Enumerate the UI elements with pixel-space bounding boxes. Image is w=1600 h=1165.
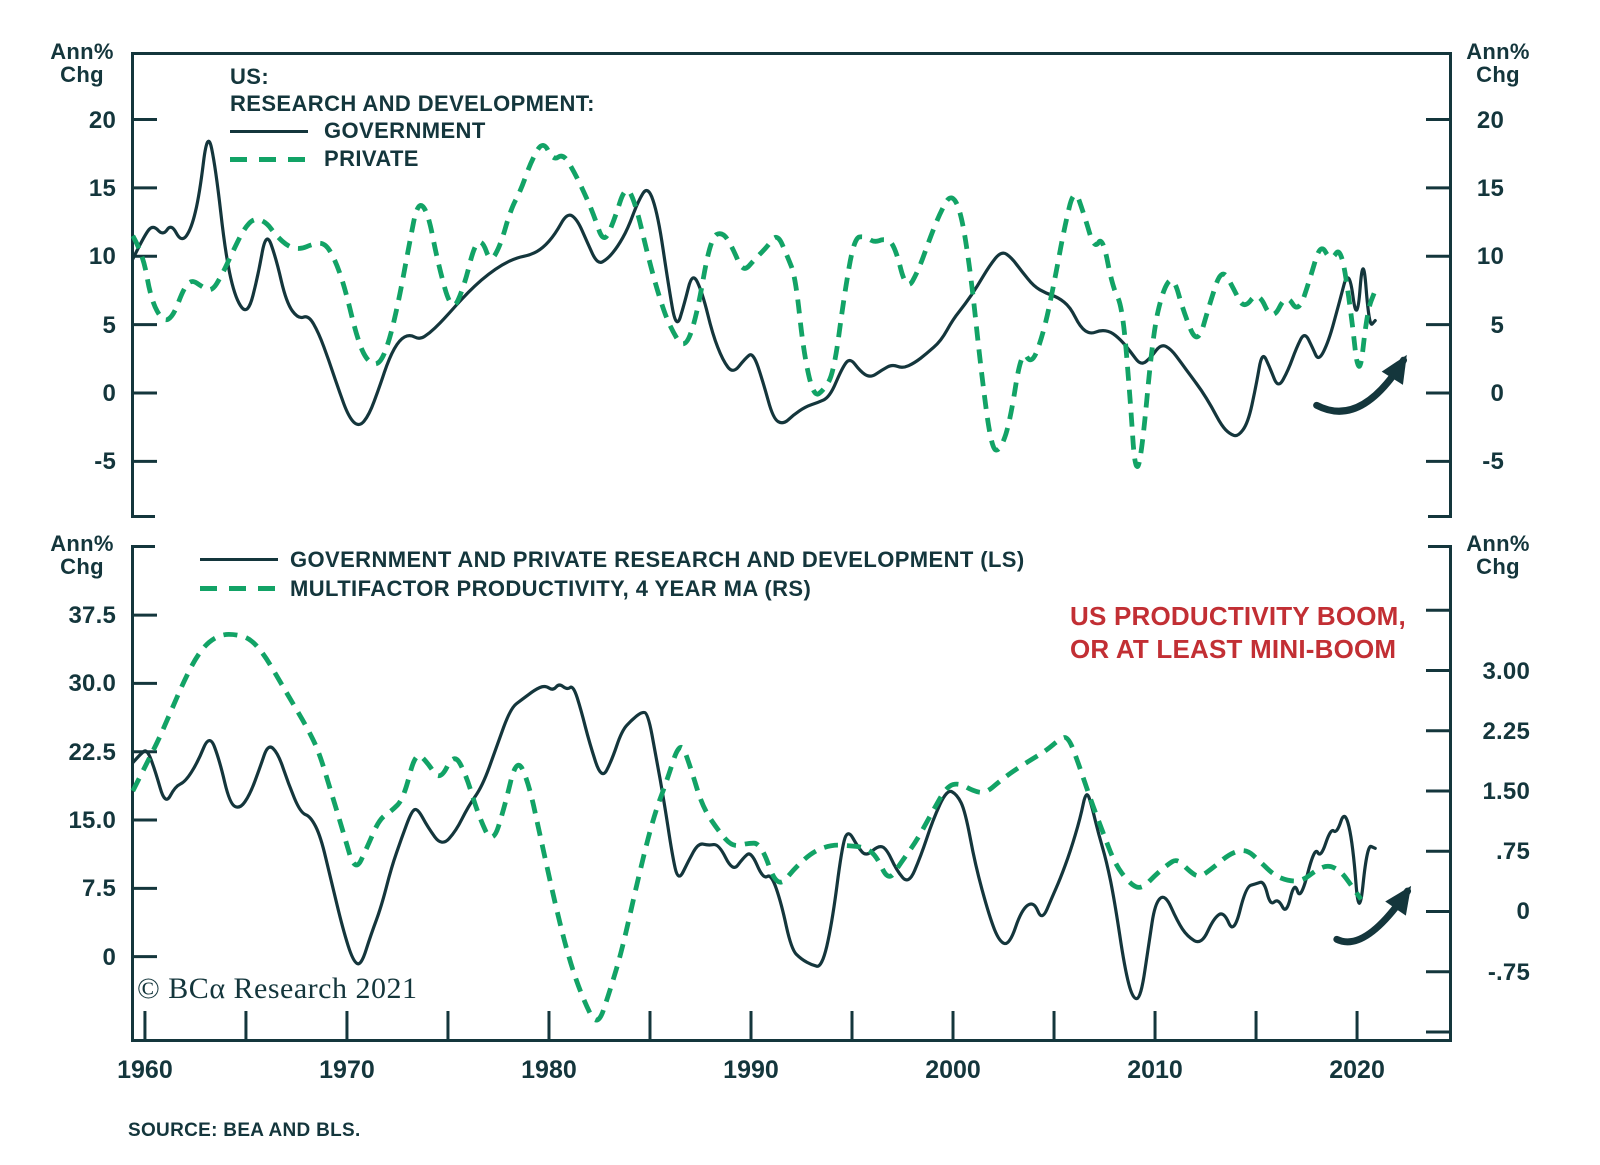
rd-total-line [131,683,1377,1001]
legend-item-mfp: MULTIFACTOR PRODUCTIVITY, 4 YEAR MA (RS) [200,574,1025,603]
y-tick-label-right: 0 [1516,898,1530,926]
axis-unit-line: Chg [1476,62,1520,87]
trend-arrow [1313,354,1408,415]
y-tick-label-left: 10 [88,243,116,271]
legend-item-private: PRIVATE [230,145,595,173]
annotation-line: OR AT LEAST MINI-BOOM [1070,634,1397,664]
annotation-line: US PRODUCTIVITY BOOM, [1070,601,1406,631]
bottom-panel-chart [130,545,1452,1042]
x-tick-label: 1980 [521,1056,577,1084]
y-tick-label-right: 0 [1490,380,1504,408]
solid-line-swatch [200,558,278,561]
bottom-right-axis-unit: Ann% Chg [1460,532,1536,578]
y-tick-label-right: .75 [1496,838,1530,866]
bottom-legend: GOVERNMENT AND PRIVATE RESEARCH AND DEVE… [200,545,1025,603]
private-line [130,143,1378,469]
dashed-line-swatch [200,586,278,591]
x-tick-label: 1960 [117,1056,173,1084]
top-legend: US: RESEARCH AND DEVELOPMENT: GOVERNMENT… [230,63,595,173]
y-tick-label-right: 1.50 [1482,777,1530,805]
source-note: SOURCE: BEA AND BLS. [128,1120,361,1141]
top-legend-subtitle: RESEARCH AND DEVELOPMENT: [230,91,595,116]
y-tick-label-right: 20 [1476,106,1504,134]
government-line [131,139,1377,438]
y-tick-label-left: 0 [102,380,116,408]
y-tick-label-right: 10 [1476,243,1504,271]
dashed-line-swatch [230,156,308,162]
x-tick-label: 2020 [1329,1056,1385,1084]
productivity-boom-annotation: US PRODUCTIVITY BOOM, OR AT LEAST MINI-B… [1070,600,1406,666]
trend-arrow [1333,885,1412,946]
x-tick-label: 1990 [723,1056,779,1084]
axis-unit-line: Chg [60,62,104,87]
y-tick-label-right: 5 [1490,311,1504,339]
y-tick-label-left: 20 [88,106,116,134]
y-tick-label-left: 30.0 [68,670,116,698]
top-left-axis-unit: Ann% Chg [44,40,120,86]
y-tick-label-left: 7.5 [82,875,116,903]
legend-label: GOVERNMENT [324,118,486,143]
top-right-axis-unit: Ann% Chg [1460,40,1536,86]
y-tick-label-right: 15 [1476,174,1504,202]
y-tick-label-left: 15.0 [68,807,116,835]
axis-unit-line: Ann% [1466,39,1530,64]
top-panel-chart [130,52,1452,518]
y-tick-label-left: 37.5 [68,602,116,630]
bca-research-copyright: © BCα Research 2021 [137,972,418,1005]
legend-item-rd-total: GOVERNMENT AND PRIVATE RESEARCH AND DEVE… [200,545,1025,574]
axis-unit-line: Ann% [50,531,114,556]
x-tick-label: 2000 [925,1056,981,1084]
legend-item-government: GOVERNMENT [230,117,595,145]
y-tick-label-left: 15 [88,174,116,202]
legend-label: PRIVATE [324,146,419,171]
axis-unit-line: Ann% [1466,531,1530,556]
axis-unit-line: Ann% [50,39,114,64]
y-tick-label-right: -5 [1482,448,1504,476]
y-tick-label-left: 22.5 [68,738,116,766]
multifactor-productivity-line [130,632,1364,1023]
bottom-left-axis-unit: Ann% Chg [44,532,120,578]
axis-unit-line: Chg [60,554,104,579]
axis-unit-line: Chg [1476,554,1520,579]
y-tick-label-left: 0 [102,943,116,971]
x-tick-label: 1970 [319,1056,375,1084]
x-tick-label: 2010 [1127,1056,1183,1084]
top-legend-title: US: [230,64,270,89]
legend-label: GOVERNMENT AND PRIVATE RESEARCH AND DEVE… [290,546,1025,572]
y-tick-label-right: 3.00 [1482,657,1530,685]
y-tick-label-left: -5 [94,448,116,476]
solid-line-swatch [230,129,308,133]
y-tick-label-right: 2.25 [1482,717,1530,745]
y-tick-label-left: 5 [102,311,116,339]
y-tick-label-right: -.75 [1487,958,1530,986]
legend-label: MULTIFACTOR PRODUCTIVITY, 4 YEAR MA (RS) [290,575,812,601]
